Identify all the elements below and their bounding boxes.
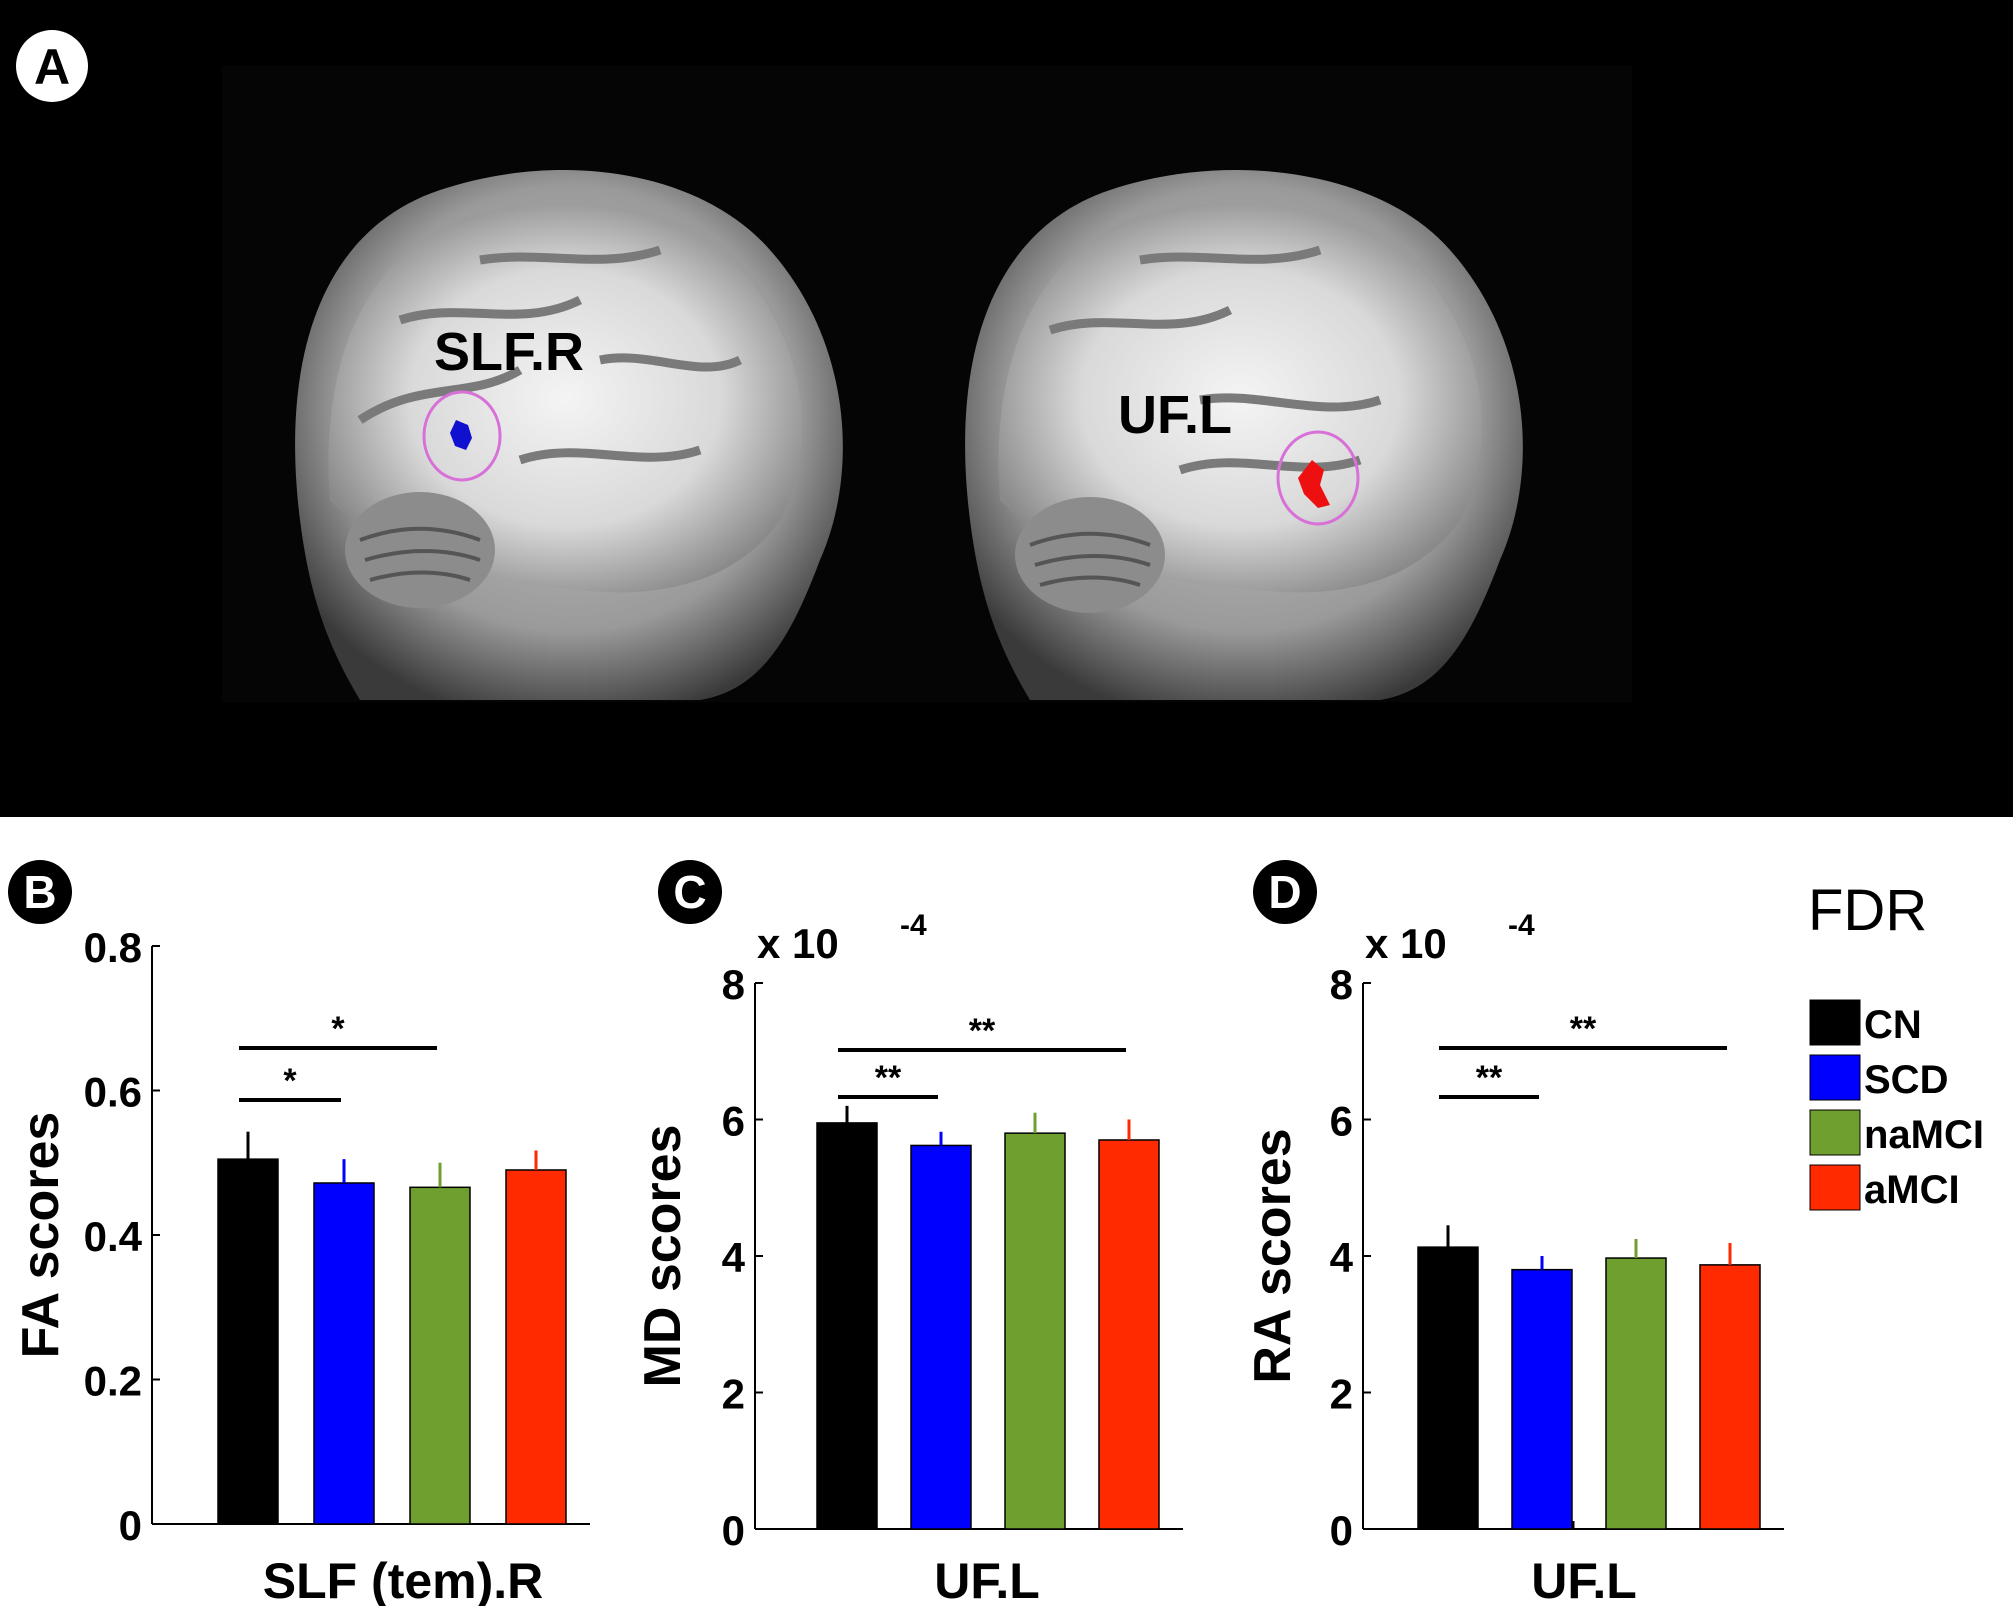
y-axis-label: MD scores [634,1125,692,1388]
panel-c-chart: C 0 2 4 6 8 x 10 -4 MD scores UF.L ** ** [634,860,1183,1606]
y-axis-scale-exponent: -4 [1508,909,1535,942]
y-axis-label: FA scores [12,1112,70,1359]
y-tick-label: 0 [119,1502,142,1549]
panel-letter: D [1268,866,1301,918]
bar-amci [1699,1264,1761,1530]
legend-label-cn: CN [1864,1003,1922,1047]
panel-letter-badge [658,860,722,924]
panel-b-chart: B 0 0.2 0.4 0.6 0.8 FA scores SLF (tem).R * * [8,860,590,1606]
significance-mark: ** [875,1059,902,1097]
legend-label-scd: SCD [1864,1058,1948,1102]
right-roi-blob [1298,460,1330,508]
panel-letter-badge [1253,860,1317,924]
panel-letter: B [23,866,56,918]
y-axis-scale-note: x 10 [1365,920,1447,967]
bar-scd [1511,1268,1573,1530]
significance-mark: * [331,1010,345,1048]
y-tick-label: 2 [722,1371,745,1418]
legend-swatch-amci [1809,1164,1861,1211]
x-axis-label: UF.L [1531,1553,1637,1606]
legend-label-namci: naMCI [1864,1113,1984,1157]
legend-title: FDR [1808,878,1927,943]
left-roi-circle [422,390,502,482]
y-tick-label: 0 [722,1507,745,1554]
y-axis-label: RA scores [1244,1128,1302,1383]
right-tract-label: UF.L [1118,385,1232,445]
bar-namci [1004,1132,1066,1530]
y-tick-label: 6 [722,1098,745,1145]
y-tick-label: 0.4 [84,1213,143,1260]
y-tick-label: 0.2 [84,1358,142,1405]
y-axis-scale-note: x 10 [757,920,839,967]
y-tick-label: 6 [1330,1098,1353,1145]
x-axis-label: SLF (tem).R [263,1553,544,1606]
y-axis-scale-exponent: -4 [900,909,927,942]
significance-mark: ** [1476,1059,1503,1097]
panel-a-letter-badge [16,30,88,102]
right-brain-slice [965,170,1523,700]
bar-namci [409,1186,471,1525]
significance-mark: ** [969,1012,996,1050]
panel-letter: C [673,866,706,918]
legend: FDR CN SCD naMCI aMCI [1808,878,1984,1212]
y-tick-label: 4 [722,1234,746,1281]
y-tick-label: 8 [722,961,745,1008]
significance-mark: * [283,1062,297,1100]
y-tick-label: 2 [1330,1371,1353,1418]
right-roi-circle [1276,430,1360,526]
bar-scd [313,1182,375,1525]
bar-cn [217,1158,279,1525]
left-brain-slice [295,170,843,700]
panel-a-letter: A [34,39,70,95]
bar-amci [1098,1139,1160,1530]
bar-cn [1417,1246,1479,1530]
y-tick-label: 0.8 [84,924,142,971]
bar-scd [910,1144,972,1530]
bar-cn [816,1122,878,1530]
panel-d-chart: D 0 2 4 6 8 x 10 -4 RA scores UF.L ** ** [1244,860,1784,1606]
y-tick-label: 4 [1330,1234,1354,1281]
left-roi-blob [450,420,472,450]
x-axis-label: UF.L [934,1553,1040,1606]
legend-swatch-cn [1809,999,1861,1046]
y-tick-label: 0.6 [84,1069,142,1116]
legend-swatch-scd [1809,1054,1861,1101]
significance-mark: ** [1570,1010,1597,1048]
y-tick-label: 0 [1330,1507,1353,1554]
legend-label-amci: aMCI [1864,1168,1960,1212]
legend-swatch-namci [1809,1109,1861,1156]
panel-letter-badge [8,860,72,924]
left-tract-label: SLF.R [434,322,584,382]
panel-a-brain-images: A SLF.R UF.L [0,0,2013,817]
y-tick-label: 8 [1330,961,1353,1008]
bar-amci [505,1169,567,1525]
bar-namci [1605,1257,1667,1530]
